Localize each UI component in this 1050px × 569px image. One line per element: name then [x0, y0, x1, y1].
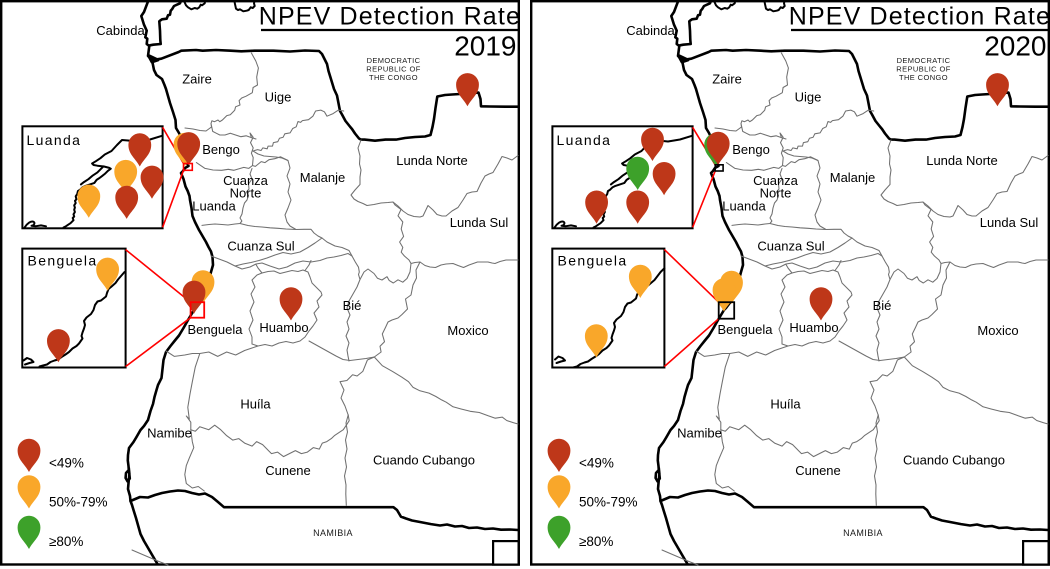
svg-text:2020: 2020: [984, 31, 1046, 62]
svg-text:2019: 2019: [454, 31, 516, 62]
svg-text:Benguela: Benguela: [558, 253, 628, 269]
svg-text:Benguela: Benguela: [28, 253, 98, 269]
